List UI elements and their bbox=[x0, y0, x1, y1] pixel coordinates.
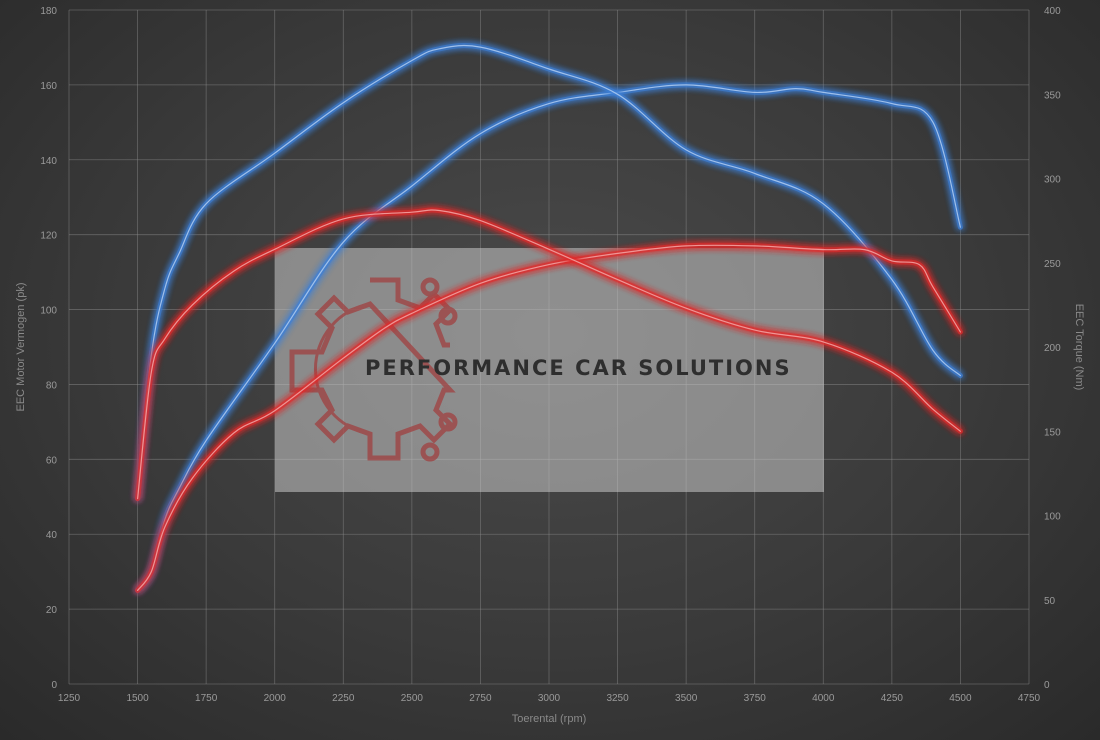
x-tick-label: 3500 bbox=[675, 693, 698, 704]
x-axis-title: Toerental (rpm) bbox=[512, 713, 587, 725]
y-left-tick-label: 80 bbox=[46, 380, 58, 391]
y-right-tick-label: 200 bbox=[1044, 343, 1061, 354]
y-left-tick-label: 160 bbox=[40, 81, 57, 92]
x-tick-label: 4500 bbox=[949, 693, 972, 704]
y-left-tick-label: 40 bbox=[46, 530, 58, 541]
series-line-1 bbox=[135, 82, 963, 593]
x-tick-label: 3250 bbox=[606, 693, 629, 704]
y-right-tick-label: 400 bbox=[1044, 6, 1061, 17]
y-right-tick-label: 100 bbox=[1044, 512, 1061, 523]
gear-circuit-logo-icon bbox=[289, 277, 458, 462]
watermark: PERFORMANCE CAR SOLUTIONS bbox=[275, 248, 824, 492]
y-left-tick-label: 120 bbox=[40, 231, 57, 242]
x-tick-label: 4250 bbox=[881, 693, 904, 704]
y-left-tick-label: 0 bbox=[51, 680, 57, 691]
y-right-tick-label: 300 bbox=[1044, 175, 1061, 186]
x-tick-label: 2250 bbox=[332, 693, 355, 704]
y-left-tick-label: 20 bbox=[46, 605, 58, 616]
x-tick-label: 1250 bbox=[58, 693, 81, 704]
y-axis-left-title: EEC Motor Vermogen (pk) bbox=[15, 283, 27, 412]
x-tick-label: 2750 bbox=[469, 693, 492, 704]
y-left-tick-label: 100 bbox=[40, 306, 57, 317]
x-tick-label: 1500 bbox=[126, 693, 149, 704]
watermark-text: PERFORMANCE CAR SOLUTIONS bbox=[365, 356, 792, 380]
y-axis-right-title: EEC Torque (Nm) bbox=[1073, 304, 1085, 391]
x-tick-label: 1750 bbox=[195, 693, 218, 704]
y-right-tick-label: 250 bbox=[1044, 259, 1061, 270]
x-tick-label: 4750 bbox=[1018, 693, 1041, 704]
x-tick-label: 2000 bbox=[264, 693, 287, 704]
series-line-2 bbox=[135, 43, 963, 502]
y-right-tick-label: 50 bbox=[1044, 596, 1056, 607]
watermark-panel bbox=[275, 248, 824, 492]
grid-lines bbox=[68, 9, 1030, 685]
y-left-tick-label: 60 bbox=[46, 455, 58, 466]
series-layer bbox=[135, 43, 963, 593]
x-tick-label: 3000 bbox=[538, 693, 561, 704]
x-tick-label: 2500 bbox=[401, 693, 424, 704]
x-tick-label: 3750 bbox=[744, 693, 767, 704]
tick-labels: 1250 1500 1750 2000 2250 2500 2750 3000 3250 3500… bbox=[40, 6, 1061, 704]
x-tick-label: 4000 bbox=[812, 693, 835, 704]
y-left-tick-label: 180 bbox=[40, 6, 57, 17]
series-line-3 bbox=[135, 242, 963, 593]
y-right-tick-label: 0 bbox=[1044, 680, 1050, 691]
series-line-4 bbox=[135, 207, 963, 502]
y-left-tick-label: 140 bbox=[40, 156, 57, 167]
y-right-tick-label: 350 bbox=[1044, 90, 1061, 101]
y-right-tick-label: 150 bbox=[1044, 427, 1061, 438]
